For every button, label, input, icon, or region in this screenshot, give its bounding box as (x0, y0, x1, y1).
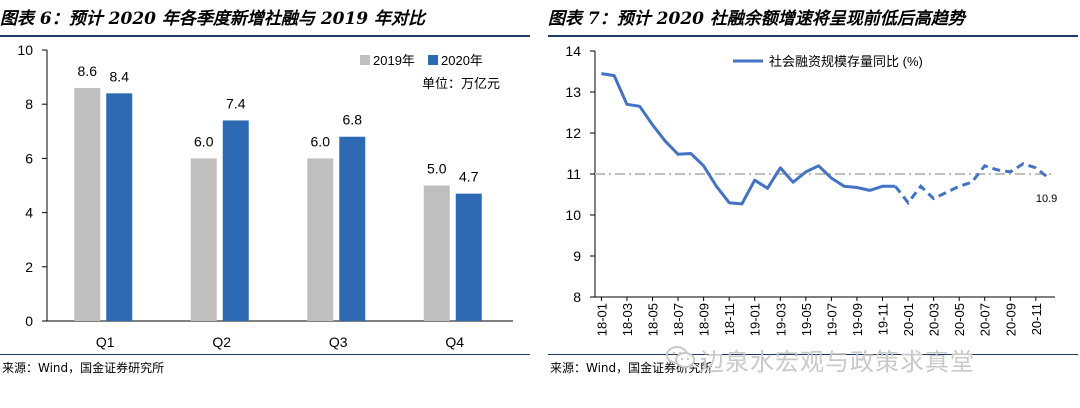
x-tick-label: 20-09 (1003, 303, 1018, 336)
x-tick-label: Q4 (445, 334, 464, 350)
source-note: 来源：Wind，国金证券研究所 (2, 361, 165, 375)
y-tick-label: 4 (25, 205, 33, 221)
x-tick-label: 20-11 (1029, 303, 1044, 335)
data-label: 4.7 (459, 169, 479, 185)
footer-rule (0, 354, 530, 355)
x-tick-label: 18-01 (594, 303, 609, 336)
y-tick-label: 11 (566, 166, 581, 182)
x-tick-label: 18-11 (722, 303, 737, 335)
y-tick-label: 2 (25, 259, 33, 275)
y-tick-label: 10 (565, 207, 581, 223)
legend-label: 社会融资规模存量同比 (%) (769, 54, 923, 69)
x-tick-label: 18-05 (646, 303, 661, 336)
legend-label: 2020年 (441, 53, 483, 68)
title-rule (548, 35, 1078, 37)
x-tick-label: 18-07 (671, 303, 686, 336)
line-chart: 8 9 10 11 12 13 14 18-01 18-03 18-05 18-07 18-09 18-… (565, 43, 1057, 336)
title-rule (0, 35, 530, 37)
bar (455, 193, 482, 321)
unit-note: 单位：万亿元 (422, 76, 500, 91)
bar (423, 185, 450, 321)
x-tick-label: 19-07 (824, 303, 839, 336)
source-note: 来源：Wind，国金证券研究所 (550, 361, 713, 375)
bar (106, 93, 133, 321)
y-tick-label: 13 (565, 84, 581, 100)
series-line-actual (601, 72, 896, 206)
legend-swatch (360, 55, 370, 65)
x-tick-label: 20-05 (952, 303, 967, 336)
data-label: 6.0 (194, 133, 214, 149)
bar (74, 87, 101, 321)
series-line-forecast (894, 162, 1050, 206)
data-label: 6.0 (311, 133, 331, 149)
wechat-icon (666, 346, 695, 368)
bar (190, 158, 217, 321)
y-tick-label: 0 (25, 313, 33, 329)
watermark: 边泉水宏观与政策求真堂 (700, 348, 975, 376)
y-tick-label: 8 (573, 289, 581, 305)
x-tick-label: Q2 (212, 334, 231, 350)
chart-title: 图表 6：预计 2020 年各季度新增社融与 2019 年对比 (0, 9, 426, 29)
x-tick-label: 18-03 (620, 303, 635, 336)
end-label: 10.9 (1036, 193, 1057, 205)
x-tick-label: 18-09 (697, 303, 712, 336)
chart-title: 图表 7：预计 2020 社融余额增速将呈现前低后高趋势 (548, 9, 965, 29)
chart-panel-growth: 图表 7：预计 2020 社融余额增速将呈现前低后高趋势 8 9 10 11 12 13 1… (548, 0, 1078, 408)
x-tick-label: Q3 (329, 334, 348, 350)
x-tick-label: 20-03 (927, 303, 942, 336)
bar (339, 136, 366, 321)
y-tick-label: 10 (17, 42, 33, 58)
bar-chart: 0 2 4 6 8 10 Q1 8.6 8.4 Q2 6.0 7.4 Q3 6.0 6.8 Q4 5.0 4.7 2… (17, 42, 513, 350)
data-label: 8.6 (78, 63, 98, 79)
y-tick-label: 6 (25, 150, 33, 166)
data-label: 6.8 (343, 112, 363, 128)
data-label: 8.4 (110, 68, 130, 84)
x-tick-label: 19-03 (773, 303, 788, 336)
x-tick-label: Q1 (96, 334, 115, 350)
x-tick-label: 20-07 (978, 303, 993, 336)
y-tick-label: 14 (565, 43, 581, 59)
bar (307, 158, 334, 321)
data-label: 5.0 (427, 161, 447, 177)
bar (222, 120, 249, 322)
x-tick-label: 19-01 (748, 303, 763, 336)
y-tick-label: 12 (565, 125, 581, 141)
x-tick-label: 20-01 (901, 303, 916, 336)
y-tick-label: 9 (573, 248, 581, 264)
data-label: 7.4 (226, 95, 246, 111)
x-tick-label: 19-09 (850, 303, 865, 336)
y-tick-label: 8 (25, 96, 33, 112)
chart-panel-quarterly: 图表 6：预计 2020 年各季度新增社融与 2019 年对比 0 2 4 6 8 10 Q… (0, 0, 530, 408)
x-tick-label: 19-11 (876, 303, 891, 335)
legend-label: 2019年 (373, 53, 415, 68)
x-tick-label: 19-05 (799, 303, 814, 336)
footer-rule (548, 354, 1078, 355)
legend-swatch (428, 55, 438, 65)
